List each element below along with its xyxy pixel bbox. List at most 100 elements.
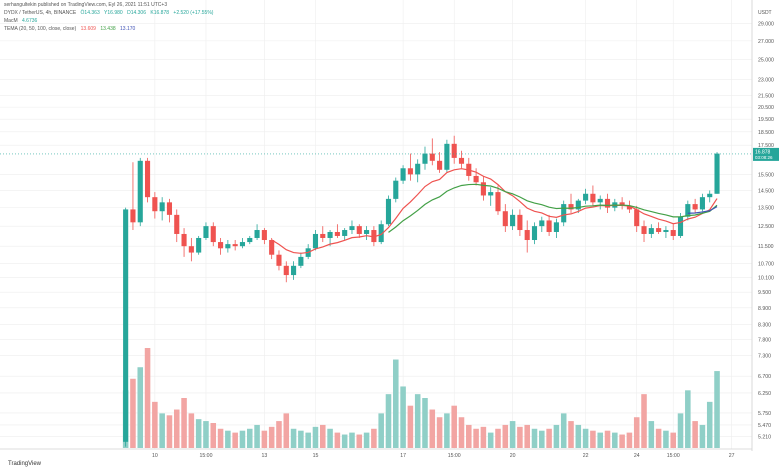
volume-bar: [181, 398, 187, 448]
candle-body: [298, 256, 304, 266]
volume-bar: [320, 424, 326, 448]
volume-bar: [195, 419, 202, 448]
volume-bar: [276, 421, 282, 448]
volume-bar: [378, 413, 384, 448]
volume-bar: [166, 415, 173, 448]
candle-body: [196, 237, 202, 253]
tradingview-logo[interactable]: TradingView: [8, 461, 44, 467]
volume-bar: [706, 401, 713, 448]
y-tick-label: 18.500: [758, 130, 774, 136]
volume-bar: [590, 430, 596, 448]
candle-body: [166, 202, 173, 215]
volume-bar: [363, 432, 370, 448]
volume-bar: [371, 428, 377, 448]
y-tick-label: 27.000: [758, 39, 774, 45]
x-tick-label: 27: [729, 453, 735, 459]
candle-body: [130, 209, 136, 223]
y-tick-label: 8.300: [758, 323, 771, 329]
ohlc-close: K16.878: [150, 10, 170, 16]
candle-body: [604, 198, 611, 208]
candle-body: [152, 197, 158, 212]
volume-bar: [356, 434, 363, 448]
candle-body: [641, 226, 647, 234]
y-tick-label: 15.500: [758, 172, 774, 178]
volume-bar: [130, 378, 136, 448]
symbol-text[interactable]: DYDX / TetherUS, 4h, BINANCE: [4, 10, 77, 16]
x-tick-label: 13: [261, 453, 267, 459]
tema-value-20: 13.609: [80, 26, 96, 32]
volume-bar: [327, 428, 333, 448]
y-tick-label: 9.500: [758, 290, 771, 296]
y-tick-label: 5.470: [758, 423, 771, 429]
volume-bar: [495, 428, 501, 448]
volume-bar: [414, 394, 421, 448]
candle-body: [480, 182, 486, 196]
y-tick-label: 14.500: [758, 188, 774, 194]
y-tick-label: 23.000: [758, 77, 774, 83]
candle-body: [437, 160, 443, 170]
candle-body: [356, 226, 362, 234]
volume-bar: [685, 390, 691, 448]
tema-value-50: 13.438: [100, 26, 116, 32]
macm-label[interactable]: MacM: [4, 18, 18, 24]
candle-body: [291, 265, 297, 276]
volume-bar: [173, 409, 180, 448]
volume-bar: [582, 428, 589, 448]
volume-bar: [203, 421, 209, 448]
y-tick-label: 19.500: [758, 117, 774, 123]
candle-body: [269, 240, 275, 255]
volume-bar: [677, 413, 684, 448]
candle-body: [692, 204, 698, 210]
candle-body: [349, 226, 355, 231]
published-by-line: serhangultekin published on TradingView.…: [4, 2, 170, 8]
volume-bar: [261, 430, 268, 448]
volume-bar: [422, 398, 428, 448]
candle-body: [546, 220, 552, 232]
volume-bar: [334, 432, 341, 448]
x-tick-label: 15: [313, 453, 319, 459]
x-tick-label: 15:00: [667, 453, 680, 459]
volume-bar: [298, 430, 304, 448]
candle-body: [561, 204, 567, 223]
volume-bar: [655, 428, 662, 448]
x-tick-label: 20: [510, 453, 516, 459]
currency-label: USDT: [758, 10, 772, 16]
candle-body: [181, 233, 187, 247]
candle-body: [254, 230, 260, 238]
candle-body: [276, 254, 282, 266]
candle-body: [415, 163, 421, 175]
volume-bar: [239, 430, 246, 448]
candle-body: [488, 192, 494, 196]
tema-label[interactable]: TEMA (20, 50, 100, close, close): [4, 26, 77, 32]
volume-bar: [553, 424, 560, 448]
candle-body: [407, 168, 413, 175]
candle-body: [400, 168, 406, 181]
volume-bar: [137, 367, 144, 448]
symbol-line: DYDX / TetherUS, 4h, BINANCE Ö14.363 Y16…: [4, 10, 216, 16]
volume-bar: [268, 426, 275, 448]
volume-bar: [714, 371, 720, 448]
candle-body: [239, 242, 246, 247]
candle-body: [524, 230, 530, 241]
volume-bar: [232, 432, 238, 448]
candle-body: [261, 230, 267, 241]
y-tick-label: 10.700: [758, 262, 774, 268]
tradingview-logo-text: TradingView: [8, 461, 42, 467]
candle-body: [232, 244, 238, 247]
ohlc-low: D14.306: [127, 10, 146, 16]
volume-bar: [466, 424, 472, 448]
volume-bar: [429, 409, 436, 448]
y-tick-label: 7.800: [758, 338, 771, 344]
volume-bar: [144, 348, 151, 448]
candle-body: [393, 180, 399, 199]
volume-bar: [560, 413, 567, 448]
candle-body: [539, 220, 545, 227]
candle-body: [517, 214, 523, 231]
candle-body: [312, 233, 319, 249]
volume-bar: [648, 421, 655, 448]
volume-bar: [393, 359, 399, 448]
last-price-value: 16.878: [755, 149, 771, 155]
volume-bar: [436, 417, 443, 448]
volume-bar: [254, 424, 260, 448]
